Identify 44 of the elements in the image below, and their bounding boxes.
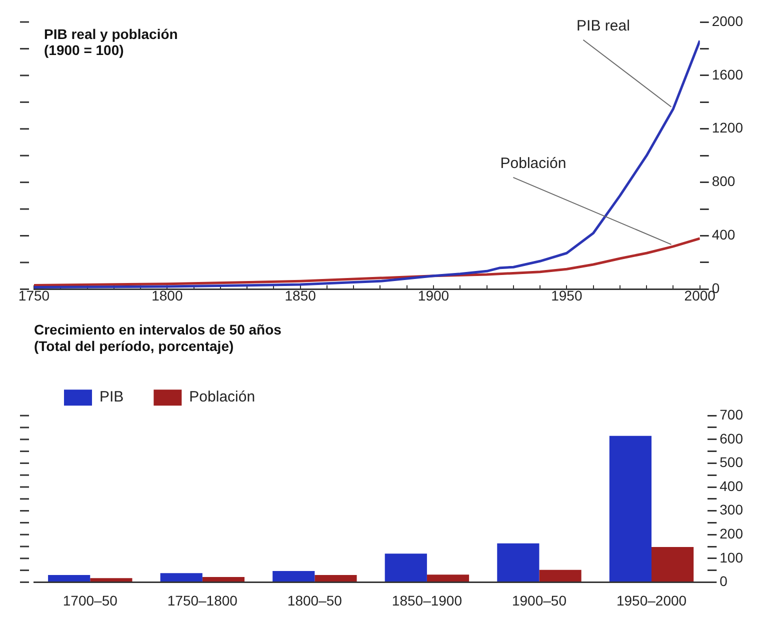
x-tick-label: 1900	[418, 287, 450, 304]
x-tick-label: 1750	[18, 287, 50, 304]
x-tick-label: 1950	[551, 287, 582, 304]
y-tick-label: 800	[712, 173, 736, 190]
bar	[160, 573, 202, 582]
y-tick-label: 400	[712, 226, 736, 243]
bar	[202, 576, 245, 582]
x-tick-label: 1800–50	[287, 592, 342, 608]
text: PIB real	[576, 17, 630, 34]
x-tick-label: 1700–50	[62, 592, 118, 608]
legend-label: PIB	[100, 388, 124, 406]
bar	[90, 578, 132, 582]
x-tick-label: 1850–1900	[392, 592, 462, 608]
legend-label: Población	[189, 388, 256, 406]
chart-subtitle: (Total del período, porcentaje)	[34, 338, 234, 354]
bar	[497, 543, 540, 582]
bar	[609, 436, 652, 582]
chart-title: Crecimiento en intervalos de 50 años	[34, 321, 282, 338]
y-tick-label: 0	[720, 573, 728, 590]
bar	[426, 574, 470, 582]
y-tick-label: 700	[720, 406, 744, 422]
text: Población	[500, 155, 566, 172]
x-tick-label: 1800	[152, 287, 183, 304]
y-tick-label: 500	[720, 454, 744, 470]
y-tick-label: 300	[720, 502, 744, 518]
x-tick-label: 1950–2000	[616, 592, 687, 608]
bar	[384, 554, 427, 582]
chart-title: PIB real y población	[44, 26, 178, 42]
y-tick-label: 100	[720, 549, 744, 566]
x-tick-label: 1850	[284, 287, 316, 304]
y-tick-label: 2000	[712, 12, 744, 29]
bar	[539, 570, 582, 582]
bar	[652, 546, 694, 582]
y-tick-label: 1200	[712, 120, 744, 136]
y-tick-label: 200	[720, 525, 744, 542]
y-tick-label: 400	[720, 478, 744, 494]
y-tick-label: 600	[720, 430, 744, 446]
x-tick-label: 1900–50	[512, 592, 567, 608]
text: (1900 = 100)	[44, 42, 124, 58]
bar	[272, 571, 315, 582]
bar	[314, 575, 357, 582]
x-tick-label: 1750–1800	[167, 592, 238, 608]
bar	[48, 575, 90, 582]
y-tick-label: 1600	[712, 66, 744, 82]
